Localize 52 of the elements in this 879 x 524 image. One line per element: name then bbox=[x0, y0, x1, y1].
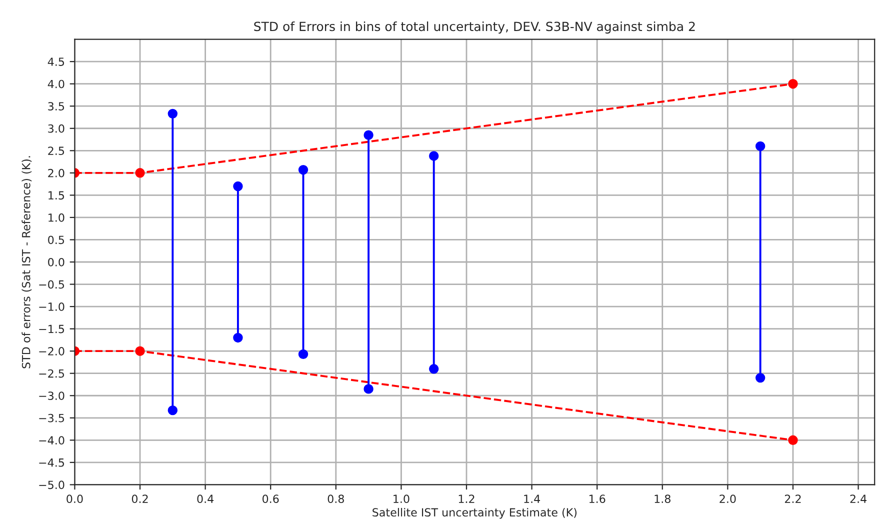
x-tick-label: 0.0 bbox=[66, 494, 83, 504]
x-tick-label: 2.2 bbox=[784, 494, 801, 503]
y-tick-label: −1.0 bbox=[39, 302, 64, 311]
y-tick-label: 1.0 bbox=[48, 213, 64, 222]
y-tick-label: 2.5 bbox=[48, 146, 64, 156]
y-tick-label: −5.0 bbox=[39, 480, 64, 490]
x-tick-label: 0.6 bbox=[262, 494, 279, 504]
point bbox=[755, 141, 766, 152]
point bbox=[364, 384, 374, 394]
y-tick-label: −4.5 bbox=[39, 458, 64, 467]
point bbox=[788, 435, 798, 446]
x-tick-label: 2.0 bbox=[720, 494, 736, 504]
y-tick-label: 1.5 bbox=[48, 191, 64, 200]
x-tick-label: 1.2 bbox=[458, 494, 474, 503]
point bbox=[233, 332, 243, 343]
y-tick-label: −0.5 bbox=[39, 280, 64, 289]
point bbox=[168, 405, 178, 416]
chart-title: STD of Errors in bins of total uncertainty, DEV. S3B-NV against simba 2 bbox=[254, 21, 695, 34]
y-axis-title: STD of errors (Sat IST - Reference) (K). bbox=[22, 156, 32, 368]
y-tick-label: −1.5 bbox=[39, 324, 64, 334]
x-axis-title: Satellite IST uncertainty Estimate (K) bbox=[372, 508, 577, 519]
point bbox=[428, 364, 439, 374]
point bbox=[168, 108, 178, 119]
point bbox=[298, 349, 308, 360]
x-tick-label: 2.4 bbox=[850, 494, 866, 503]
y-tick-label: 0.0 bbox=[48, 258, 64, 266]
y-tick-label: −4.0 bbox=[39, 436, 64, 445]
y-tick-label: 3.5 bbox=[48, 102, 64, 110]
x-tick-label: 1.8 bbox=[654, 494, 670, 504]
point bbox=[298, 164, 308, 175]
x-tick-label: 0.2 bbox=[132, 494, 148, 504]
x-tick-label: 1.0 bbox=[394, 494, 410, 504]
y-tick-label: 0.5 bbox=[48, 236, 64, 244]
y-tick-label: 4.5 bbox=[48, 58, 64, 66]
x-tick-label: 1.4 bbox=[524, 494, 540, 503]
point bbox=[135, 168, 145, 178]
point bbox=[364, 130, 374, 140]
point bbox=[755, 372, 766, 383]
y-tick-label: −2.0 bbox=[39, 347, 64, 356]
y-tick-label: −2.5 bbox=[39, 369, 64, 378]
y-tick-label: 2.0 bbox=[48, 168, 64, 178]
x-tick-label: 0.4 bbox=[197, 494, 214, 504]
point bbox=[788, 78, 798, 89]
x-tick-label: 0.8 bbox=[328, 494, 344, 504]
point bbox=[428, 151, 439, 161]
x-tick-label: 1.6 bbox=[589, 494, 606, 504]
point bbox=[233, 181, 243, 192]
y-tick-label: 4.0 bbox=[48, 80, 64, 88]
point bbox=[135, 346, 145, 356]
y-tick-label: −3.5 bbox=[39, 414, 64, 422]
y-tick-label: −3.0 bbox=[39, 392, 64, 400]
y-tick-label: 3.0 bbox=[48, 124, 64, 133]
